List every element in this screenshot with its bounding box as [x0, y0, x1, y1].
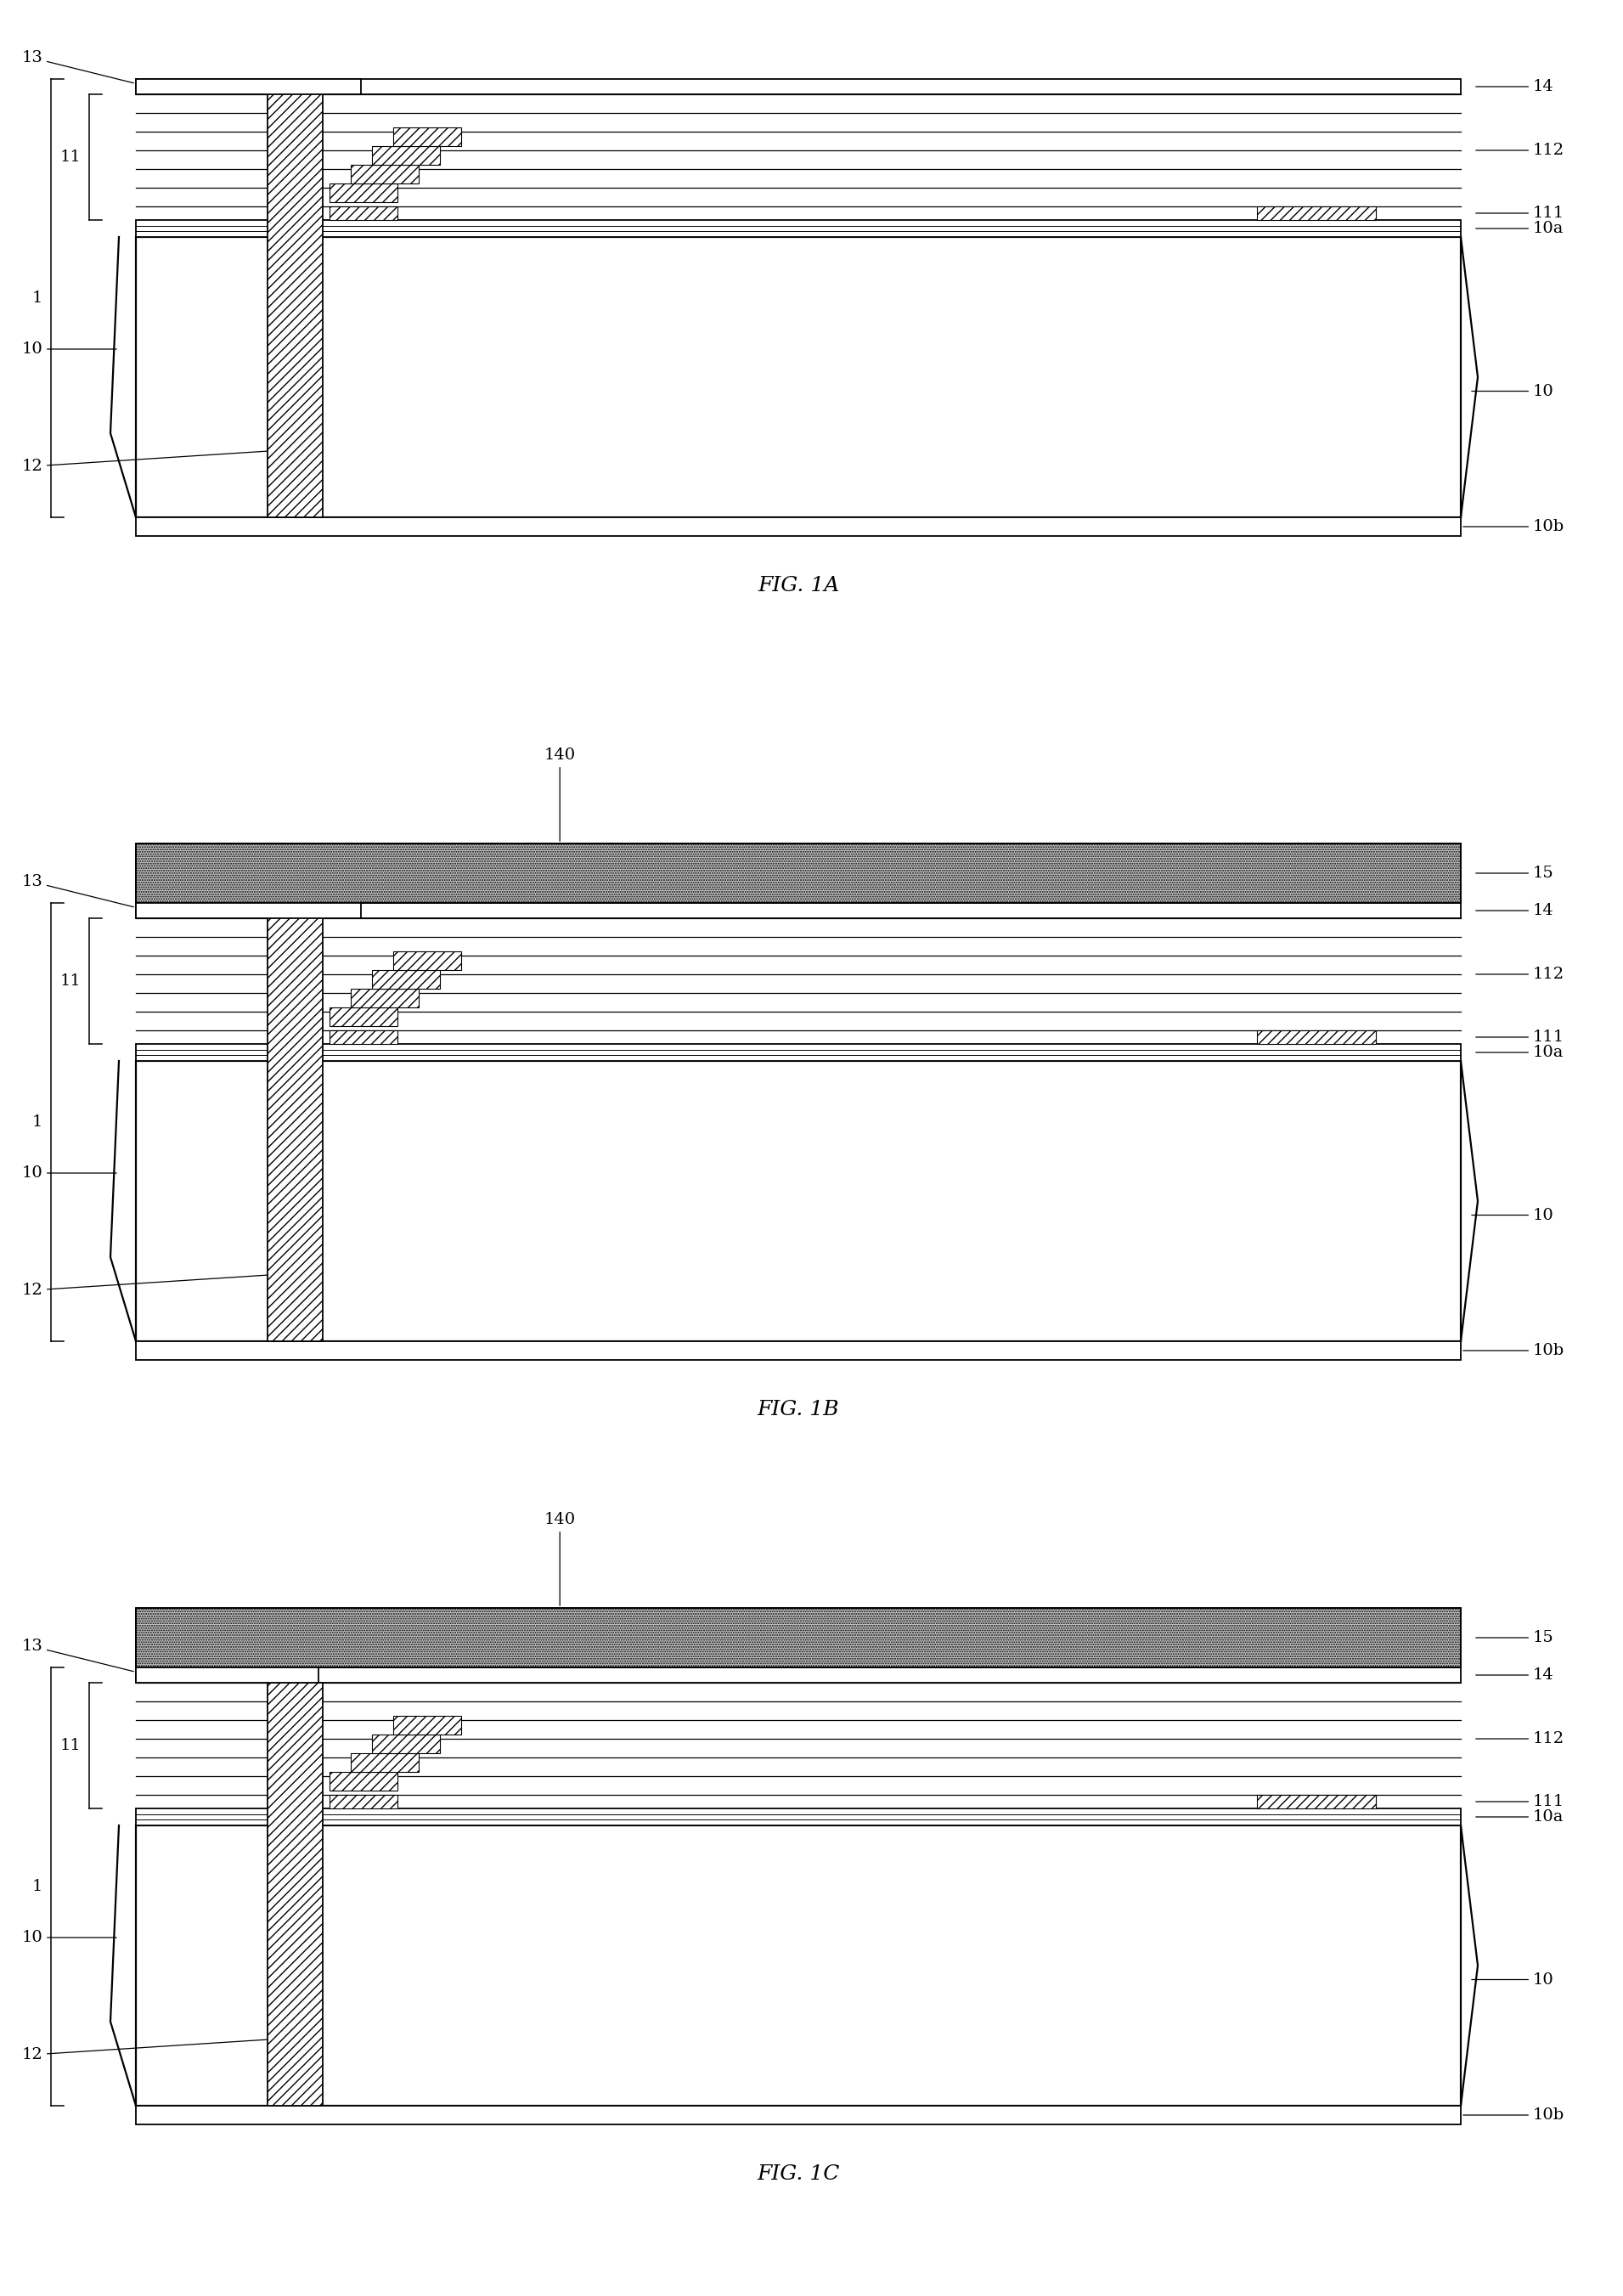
Text: 13: 13 — [21, 51, 133, 83]
Bar — [136, 1607, 1461, 1667]
Text: 14: 14 — [1475, 78, 1553, 94]
Text: 10: 10 — [1472, 1208, 1553, 1224]
Bar — [268, 902, 323, 1341]
Text: 14: 14 — [1475, 1667, 1553, 1683]
Bar — [351, 1754, 419, 1773]
Bar — [136, 1825, 1461, 2105]
Text: 1: 1 — [32, 1878, 42, 1894]
Text: 111: 111 — [1475, 1793, 1565, 1809]
Text: 140: 140 — [544, 1513, 576, 1605]
Text: 10: 10 — [21, 1931, 117, 1945]
Bar — [1256, 207, 1376, 220]
Bar — [329, 207, 398, 220]
Bar — [329, 1031, 398, 1045]
Bar — [136, 1061, 1461, 1341]
Bar — [372, 1733, 440, 1754]
Text: 10a: 10a — [1475, 1809, 1565, 1825]
Bar — [136, 843, 1461, 902]
Bar — [393, 126, 461, 147]
Bar — [136, 843, 1461, 902]
Text: 112: 112 — [1475, 1731, 1565, 1747]
Text: 111: 111 — [1475, 207, 1565, 220]
Text: 10b: 10b — [1464, 519, 1565, 535]
Bar — [393, 1715, 461, 1733]
Bar — [329, 184, 398, 202]
Bar — [136, 1667, 318, 1683]
Text: 1: 1 — [32, 1114, 42, 1130]
Text: 10b: 10b — [1464, 2108, 1565, 2124]
Bar — [136, 1667, 1461, 1683]
Bar — [372, 969, 440, 990]
Text: FIG. 1C: FIG. 1C — [756, 2163, 839, 2183]
Bar — [136, 220, 1461, 236]
Bar — [329, 1773, 398, 1791]
Text: 140: 140 — [544, 748, 576, 840]
Text: 12: 12 — [21, 450, 292, 473]
Text: 11: 11 — [60, 1738, 81, 1754]
Bar — [372, 147, 440, 165]
Bar — [1256, 1031, 1376, 1045]
Bar — [136, 902, 360, 918]
Text: FIG. 1A: FIG. 1A — [758, 576, 839, 595]
Text: 11: 11 — [60, 149, 81, 165]
Bar — [268, 78, 323, 517]
Bar — [1256, 1795, 1376, 1809]
Bar — [136, 1809, 1461, 1825]
Bar — [351, 990, 419, 1008]
Bar — [136, 78, 360, 94]
Bar — [136, 1607, 1461, 1667]
Text: 10b: 10b — [1464, 1343, 1565, 1359]
Bar — [136, 1045, 1461, 1061]
Text: 15: 15 — [1475, 866, 1553, 882]
Text: 1: 1 — [32, 292, 42, 305]
Text: 10a: 10a — [1475, 1045, 1565, 1061]
Text: 13: 13 — [21, 875, 133, 907]
Text: 10: 10 — [1472, 1972, 1553, 1988]
Text: 11: 11 — [60, 974, 81, 990]
Text: 14: 14 — [1475, 902, 1553, 918]
Bar — [136, 236, 1461, 517]
Text: 111: 111 — [1475, 1029, 1565, 1045]
Bar — [393, 951, 461, 969]
Text: 12: 12 — [21, 2039, 292, 2062]
Text: 13: 13 — [21, 1639, 133, 1671]
Text: 15: 15 — [1475, 1630, 1553, 1646]
Text: 10a: 10a — [1475, 220, 1565, 236]
Bar — [136, 2105, 1461, 2124]
Text: 112: 112 — [1475, 142, 1565, 158]
Bar — [351, 165, 419, 184]
Bar — [136, 78, 1461, 94]
Text: FIG. 1B: FIG. 1B — [758, 1401, 839, 1419]
Bar — [329, 1008, 398, 1026]
Text: 12: 12 — [21, 1274, 292, 1297]
Text: 10: 10 — [21, 342, 117, 356]
Bar — [136, 902, 1461, 918]
Bar — [268, 1683, 323, 2105]
Text: 10: 10 — [1472, 383, 1553, 400]
Bar — [329, 1795, 398, 1809]
Text: 112: 112 — [1475, 967, 1565, 983]
Text: 10: 10 — [21, 1166, 117, 1180]
Bar — [136, 517, 1461, 535]
Bar — [136, 1341, 1461, 1359]
